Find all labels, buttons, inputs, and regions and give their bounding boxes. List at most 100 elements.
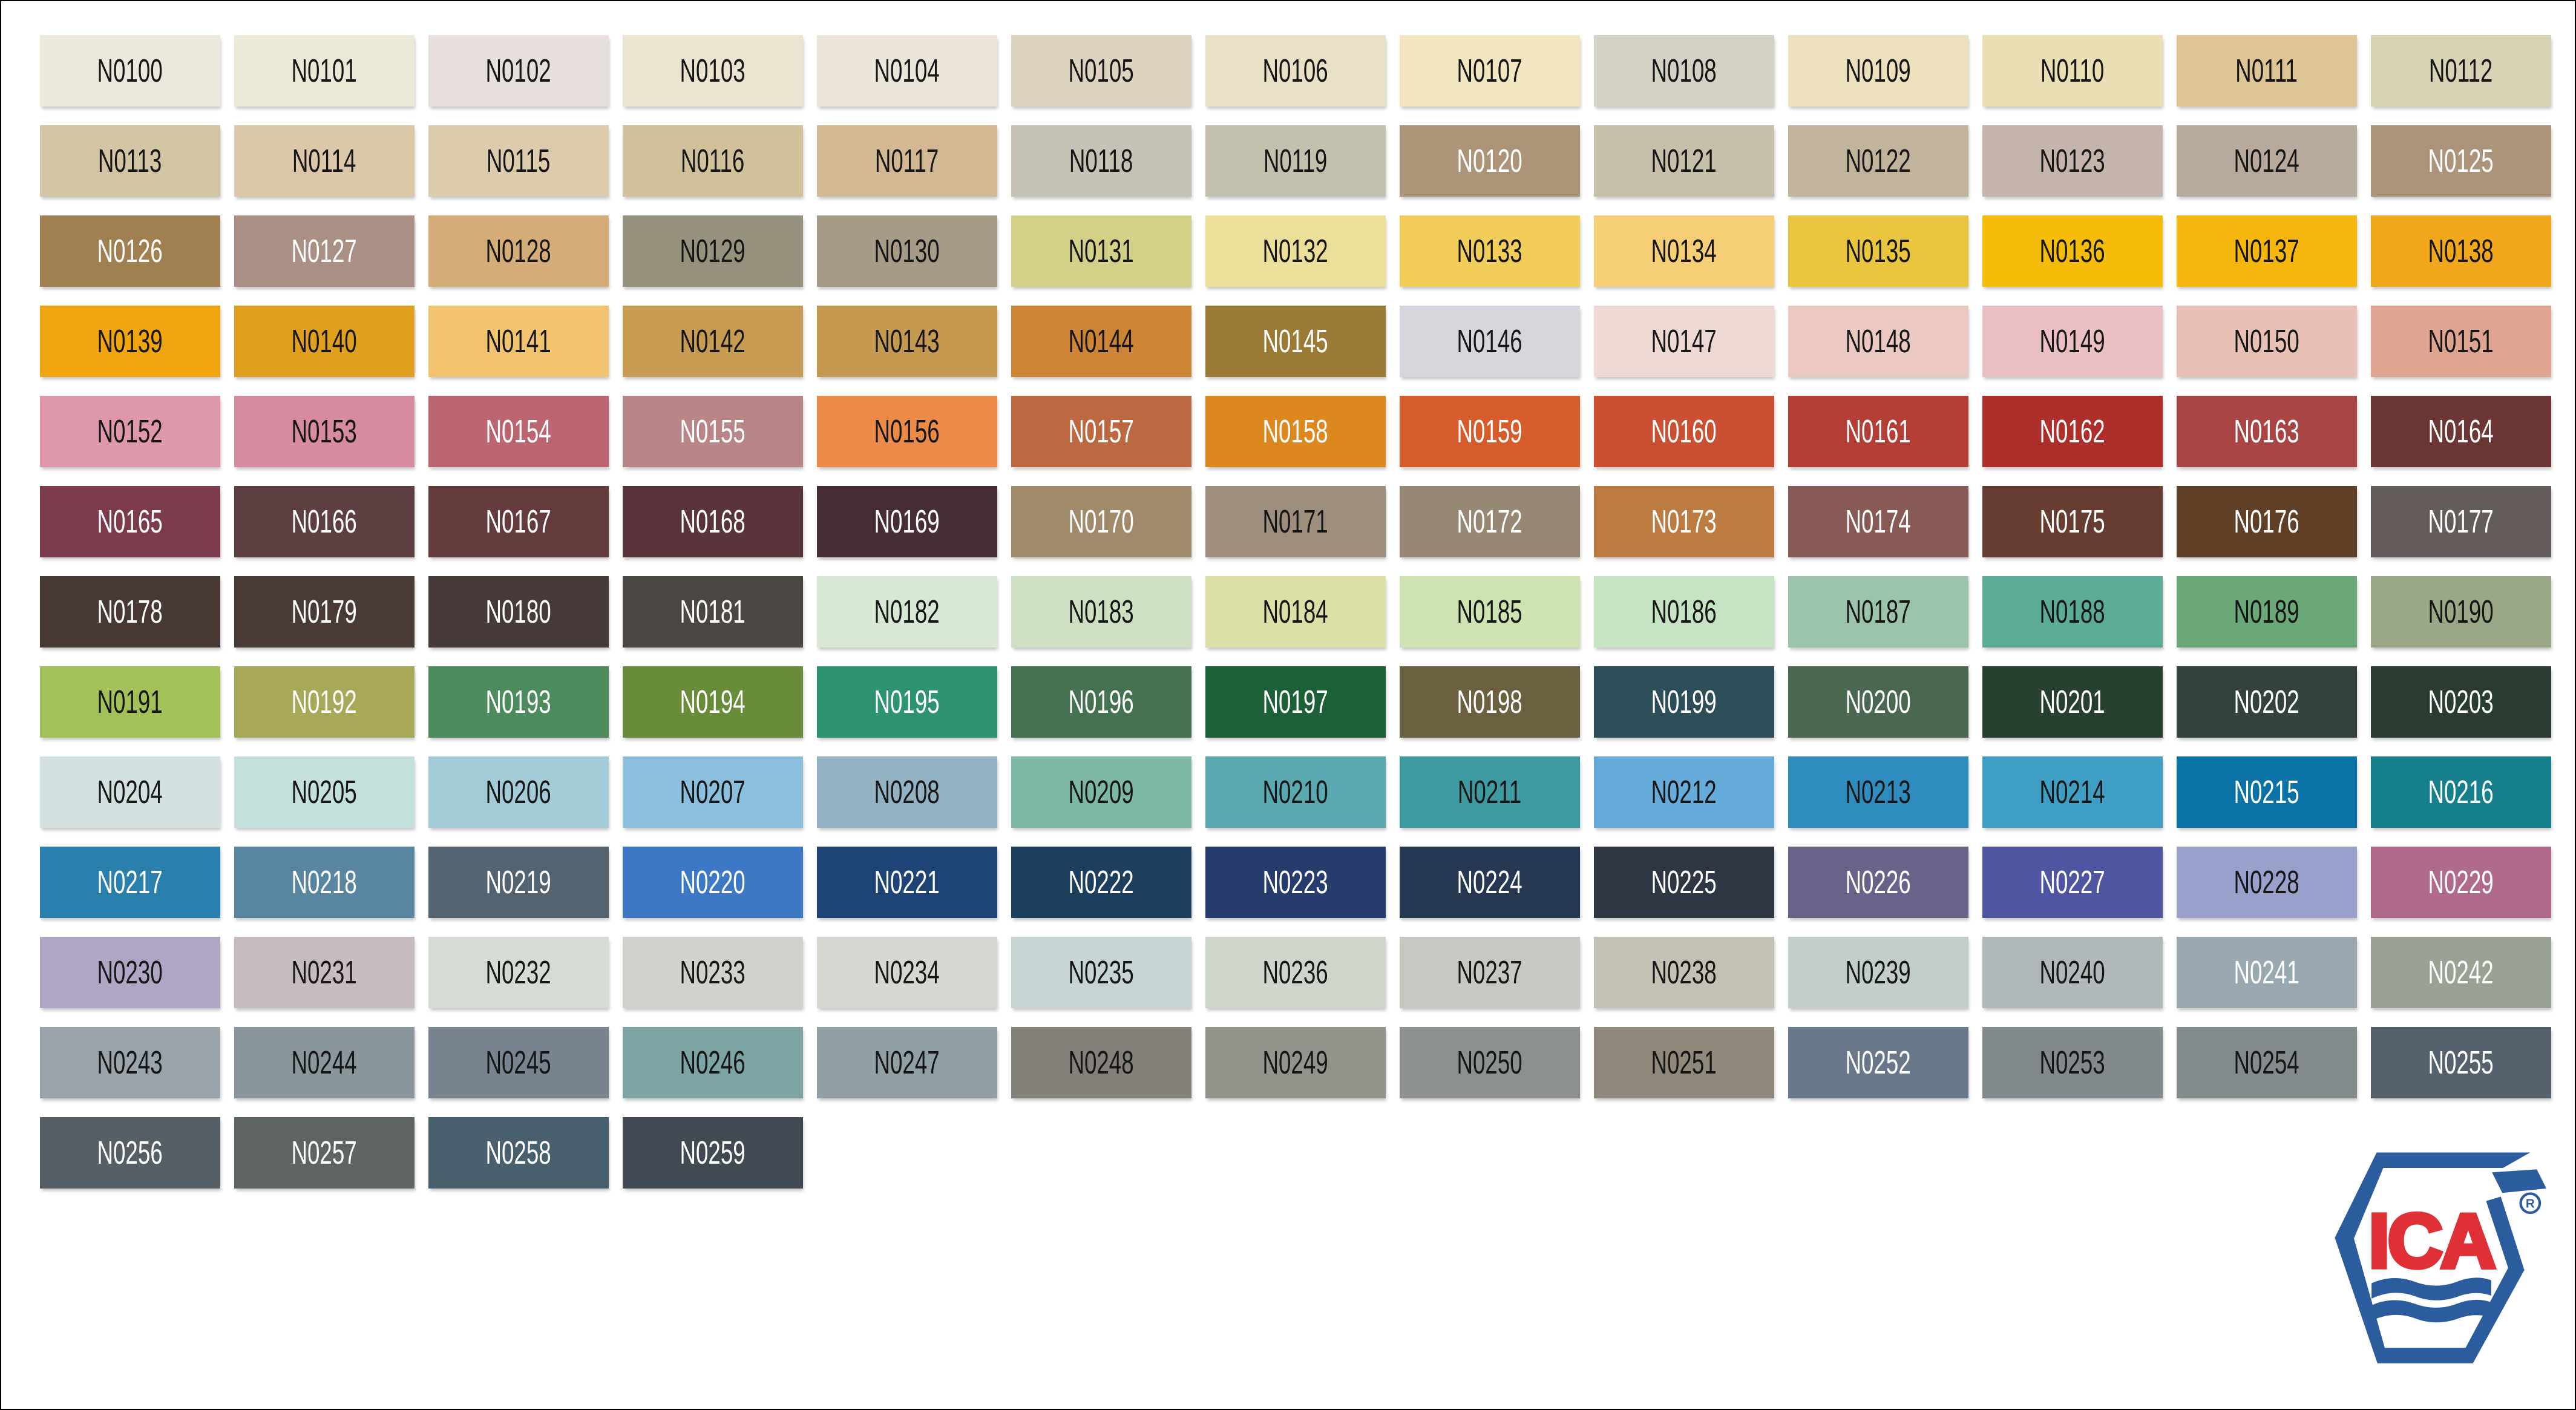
- color-swatch: N0126: [40, 215, 220, 287]
- swatch-label: N0101: [291, 53, 358, 89]
- color-swatch: N0185: [1400, 576, 1580, 648]
- swatch-label: N0200: [1845, 684, 1912, 720]
- swatch-label: N0254: [2234, 1044, 2300, 1081]
- color-swatch: N0180: [428, 576, 609, 648]
- color-swatch: N0118: [1011, 125, 1191, 197]
- swatch-label: N0131: [1068, 233, 1135, 269]
- color-swatch: N0135: [1788, 215, 1968, 287]
- color-swatch: N0221: [817, 847, 997, 918]
- swatch-label: N0191: [97, 684, 163, 720]
- swatch-label: N0219: [485, 864, 552, 900]
- swatch-label: N0250: [1457, 1044, 1523, 1081]
- swatch-label: N0245: [485, 1044, 552, 1081]
- swatch-label: N0206: [485, 774, 552, 810]
- swatch-label: N0128: [485, 233, 552, 269]
- swatch-label: N0125: [2428, 143, 2494, 179]
- swatch-label: N0141: [485, 323, 552, 359]
- color-swatch: N0168: [623, 486, 803, 557]
- color-swatch: N0186: [1594, 576, 1774, 648]
- color-swatch: N0213: [1788, 756, 1968, 828]
- swatch-label: N0244: [291, 1044, 358, 1081]
- swatch-label: N0167: [485, 503, 552, 540]
- swatch-label: N0195: [874, 684, 940, 720]
- color-swatch: N0206: [428, 756, 609, 828]
- swatch-label: N0162: [2039, 413, 2106, 450]
- swatch-label: N0178: [97, 594, 163, 630]
- swatch-label: N0223: [1262, 864, 1329, 900]
- swatch-label: N0132: [1262, 233, 1329, 269]
- color-swatch: N0256: [40, 1117, 220, 1189]
- swatch-label: N0189: [2234, 594, 2300, 630]
- swatch-label: N0204: [97, 774, 163, 810]
- color-swatch: N0150: [2177, 306, 2357, 377]
- color-swatch: N0161: [1788, 396, 1968, 467]
- color-swatch: N0219: [428, 847, 609, 918]
- swatch-label: N0180: [485, 594, 552, 630]
- color-swatch: N0134: [1594, 215, 1774, 287]
- swatch-label: N0215: [2234, 774, 2300, 810]
- swatch-label: N0159: [1457, 413, 1523, 450]
- color-swatch: N0113: [40, 125, 220, 197]
- color-swatch: N0111: [2177, 35, 2357, 107]
- color-swatch: N0240: [1982, 937, 2163, 1008]
- color-swatch: N0104: [817, 35, 997, 107]
- color-swatch: N0155: [623, 396, 803, 467]
- color-swatch: N0131: [1011, 215, 1191, 287]
- swatch-label: N0216: [2428, 774, 2494, 810]
- color-swatch: N0127: [234, 215, 415, 287]
- color-swatch: N0231: [234, 937, 415, 1008]
- swatch-label: N0175: [2039, 503, 2106, 540]
- color-swatch: N0250: [1400, 1027, 1580, 1098]
- swatch-label: N0240: [2039, 954, 2106, 991]
- swatch-label: N0176: [2234, 503, 2300, 540]
- color-swatch: N0214: [1982, 756, 2163, 828]
- color-swatch: N0257: [234, 1117, 415, 1189]
- swatch-label: N0173: [1651, 503, 1717, 540]
- swatch-label: N0242: [2428, 954, 2494, 991]
- swatch-label: N0145: [1262, 323, 1329, 359]
- color-swatch: N0177: [2371, 486, 2551, 557]
- swatch-label: N0135: [1845, 233, 1912, 269]
- swatch-label: N0133: [1457, 233, 1523, 269]
- color-swatch: N0141: [428, 306, 609, 377]
- color-swatch: N0128: [428, 215, 609, 287]
- swatch-label: N0165: [97, 503, 163, 540]
- color-swatch: N0223: [1205, 847, 1386, 918]
- swatch-label: N0119: [1263, 143, 1328, 179]
- logo-spout-bar: [2492, 1169, 2547, 1193]
- color-swatch: N0192: [234, 666, 415, 738]
- color-swatch: N0218: [234, 847, 415, 918]
- color-swatch: N0229: [2371, 847, 2551, 918]
- color-swatch: N0123: [1982, 125, 2163, 197]
- color-swatch: N0148: [1788, 306, 1968, 377]
- swatch-label: N0129: [680, 233, 746, 269]
- swatch-label: N0108: [1651, 53, 1717, 89]
- color-swatch: N0224: [1400, 847, 1580, 918]
- swatch-label: N0105: [1068, 53, 1135, 89]
- color-swatch: N0136: [1982, 215, 2163, 287]
- color-swatch: N0143: [817, 306, 997, 377]
- color-swatch: N0103: [623, 35, 803, 107]
- swatch-label: N0235: [1068, 954, 1135, 991]
- swatch-label: N0163: [2234, 413, 2300, 450]
- color-swatch: N0241: [2177, 937, 2357, 1008]
- color-swatch: N0238: [1594, 937, 1774, 1008]
- swatch-label: N0156: [874, 413, 940, 450]
- swatch-label: N0114: [292, 143, 356, 179]
- color-swatch: N0237: [1400, 937, 1580, 1008]
- swatch-label: N0186: [1651, 594, 1717, 630]
- color-swatch: N0217: [40, 847, 220, 918]
- color-swatch: N0188: [1982, 576, 2163, 648]
- swatch-label: N0252: [1845, 1044, 1912, 1081]
- color-swatch: N0209: [1011, 756, 1191, 828]
- color-swatch: N0174: [1788, 486, 1968, 557]
- color-swatch: N0207: [623, 756, 803, 828]
- swatch-label: N0217: [97, 864, 163, 900]
- swatch-label: N0120: [1457, 143, 1523, 179]
- color-swatch: N0154: [428, 396, 609, 467]
- swatch-label: N0227: [2039, 864, 2106, 900]
- swatch-label: N0154: [485, 413, 552, 450]
- logo-text: ICA: [2368, 1198, 2494, 1284]
- color-swatch: N0230: [40, 937, 220, 1008]
